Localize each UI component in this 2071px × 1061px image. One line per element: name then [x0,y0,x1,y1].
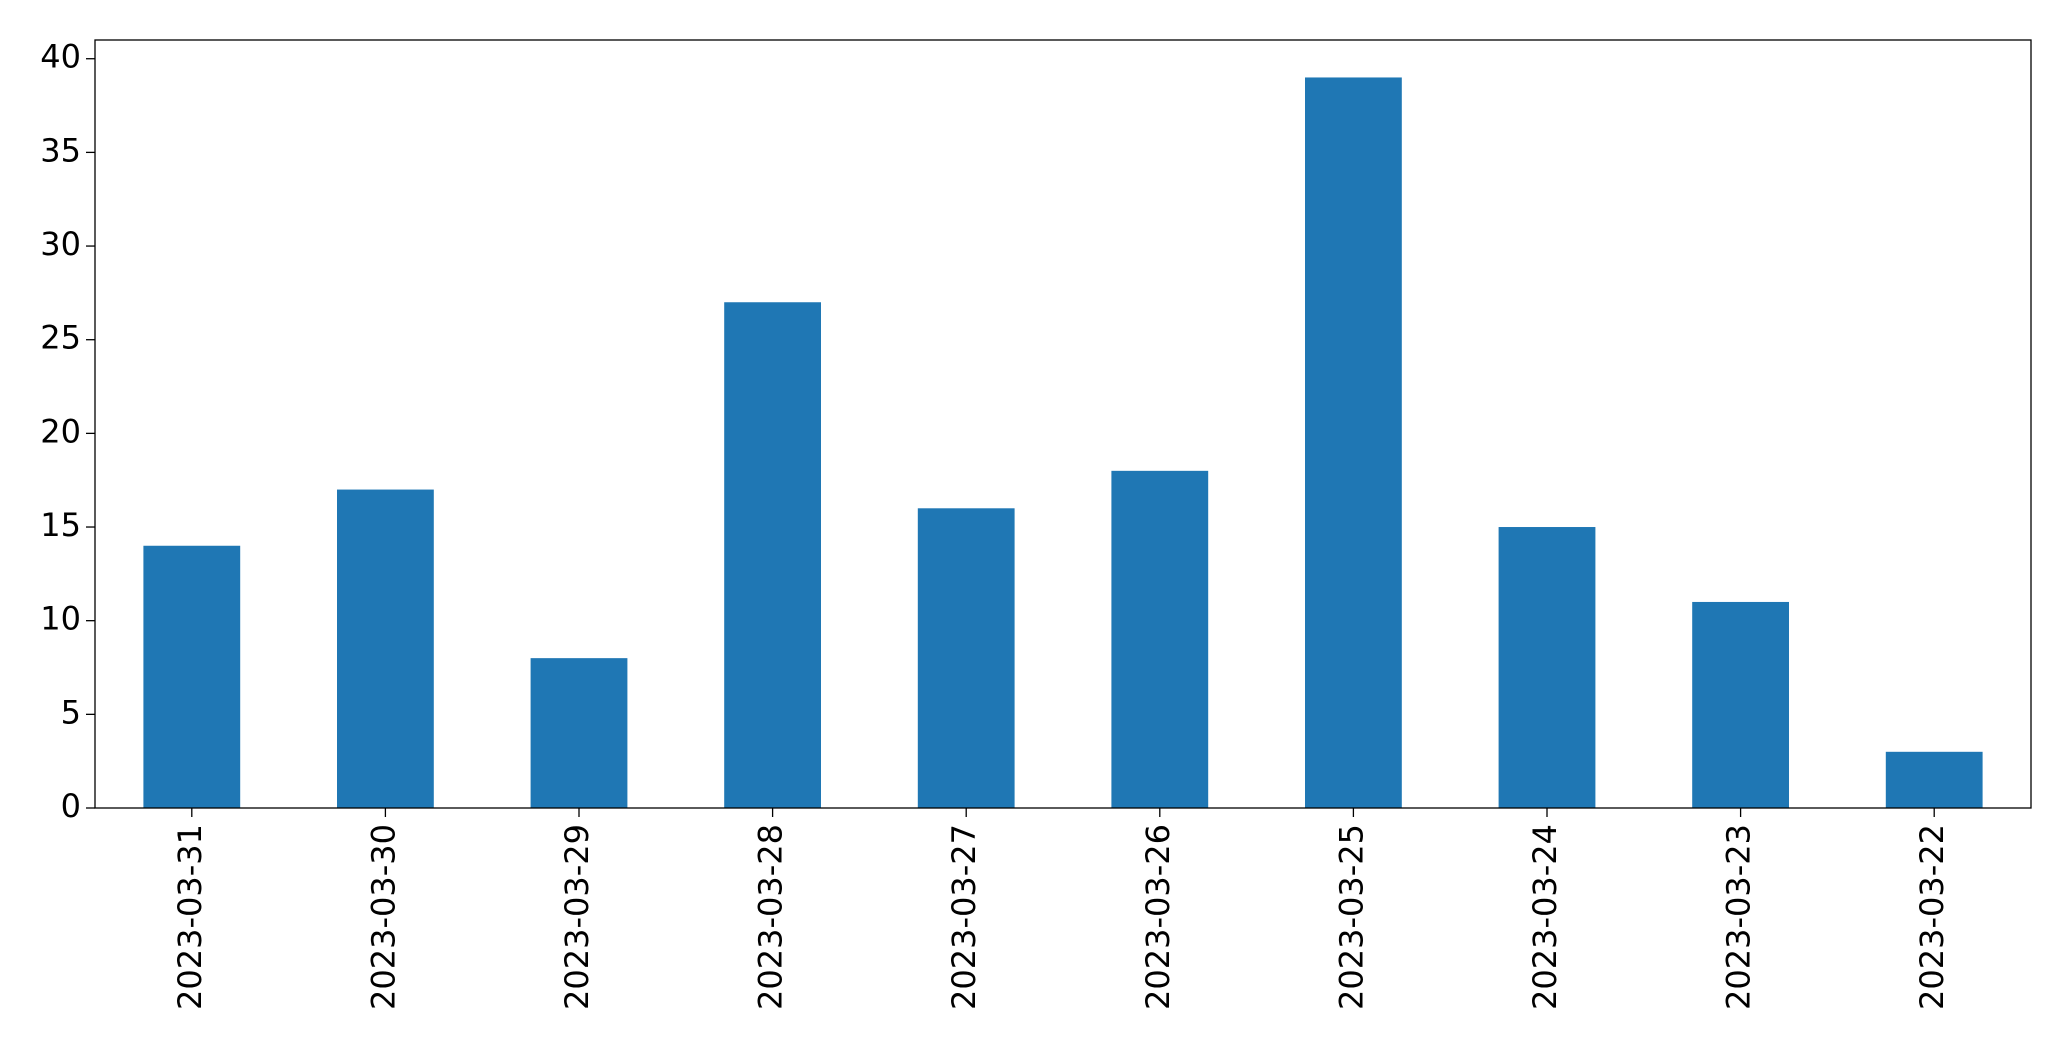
bar [530,658,628,808]
y-tick-label: 25 [40,319,81,357]
y-tick-label: 35 [40,131,81,169]
bar [337,489,434,808]
x-tick-label: 2023-03-23 [1720,824,1758,1010]
x-tick-label: 2023-03-29 [558,824,596,1010]
x-tick-label: 2023-03-24 [1526,824,1564,1010]
x-tick-label: 2023-03-26 [1139,824,1177,1010]
y-tick-label: 20 [40,412,81,450]
bar [1692,601,1789,808]
x-tick-label: 2023-03-28 [752,824,790,1010]
y-tick-label: 30 [40,225,81,263]
y-tick-label: 15 [40,506,81,544]
x-tick-label: 2023-03-30 [364,824,402,1010]
y-tick-label: 5 [61,693,81,731]
bar [1498,527,1596,808]
y-tick-label: 40 [40,38,81,76]
bar [143,545,241,808]
x-tick-label: 2023-03-22 [1913,824,1951,1010]
x-tick-label: 2023-03-25 [1332,824,1370,1010]
plot-frame [94,39,2032,809]
bar [917,508,1015,808]
x-tick-label: 2023-03-31 [171,824,209,1010]
x-tick-label: 2023-03-27 [945,824,983,1010]
bar [1885,751,1983,808]
bar [1305,77,1402,808]
y-tick-label: 10 [40,600,81,638]
bar [724,302,821,808]
bar [1111,470,1209,808]
y-tick-label: 0 [61,787,81,825]
